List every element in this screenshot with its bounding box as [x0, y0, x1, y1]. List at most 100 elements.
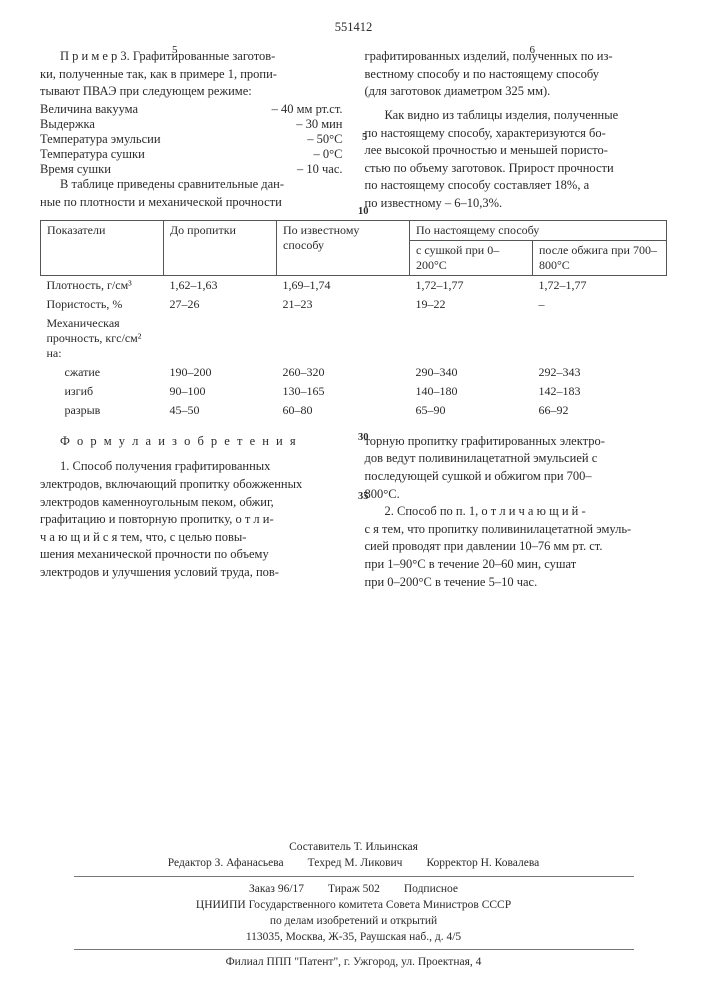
f-l6: шения механической прочности по объему — [40, 547, 343, 563]
cell: 1,72–1,77 — [533, 275, 667, 295]
footer: Составитель Т. Ильинская Редактор З. Афа… — [0, 839, 707, 970]
f-l4: графитацию и повторную пропитку, о т л и… — [40, 512, 343, 528]
cell: 260–320 — [277, 363, 410, 382]
f-l7: электродов и улучшения условий труда, по… — [40, 565, 343, 581]
footer-sign: Подписное — [404, 881, 458, 897]
cell: 27–26 — [164, 295, 277, 314]
footer-compiler: Составитель Т. Ильинская — [0, 839, 707, 855]
right-p1c: (для заготовок диаметром 325 мм). — [365, 84, 668, 100]
param-val: – 30 мин — [296, 117, 342, 132]
cell-label: Механическая прочность, кгс/см² на: — [41, 314, 164, 363]
table-row: Пористость, % 27–26 21–23 19–22 – — [41, 295, 667, 314]
formula-title: Ф о р м у л а и з о б р е т е н и я — [40, 434, 343, 450]
page: 551412 5 6 П р и м е р 3. Графитированны… — [0, 0, 707, 592]
formula-left: Ф о р м у л а и з о б р е т е н и я 1. С… — [40, 434, 343, 593]
param-label: Температура эмульсии — [40, 132, 307, 147]
left-p2a: В таблице приведены сравнительные дан- — [40, 177, 343, 193]
line-marker-30: 30 — [358, 432, 369, 443]
formula-columns: Ф о р м у л а и з о б р е т е н и я 1. С… — [40, 434, 667, 593]
footer-editor: Редактор З. Афанасьева — [168, 855, 284, 871]
right-p2b: по настоящему способу, характеризуются б… — [365, 126, 668, 142]
table-row: Механическая прочность, кгс/см² на: — [41, 314, 667, 363]
th-present: По настоящему способу — [410, 220, 667, 240]
f-l2: электродов, включающий пропитку обожженн… — [40, 477, 343, 493]
left-p1c: тывают ПВАЭ при следующем режиме: — [40, 84, 343, 100]
th-drying: с сушкой при 0–200°С — [410, 240, 533, 275]
cell-label: Пористость, % — [41, 295, 164, 314]
cell: 1,72–1,77 — [410, 275, 533, 295]
cell: 142–183 — [533, 382, 667, 401]
table-row: разрыв 45–50 60–80 65–90 66–92 — [41, 401, 667, 420]
f-l3: электродов каменноугольным пеком, обжиг, — [40, 495, 343, 511]
col-number-left: 5 — [172, 44, 178, 56]
param-label: Выдержка — [40, 117, 296, 132]
right-column: графитированных изделий, полученных по и… — [365, 49, 668, 214]
cell-label: изгиб — [41, 382, 164, 401]
f-r8: при 1–90°С в течение 20–60 мин, сушат — [365, 557, 668, 573]
cell: – — [533, 295, 667, 314]
line-marker-10: 10 — [358, 206, 369, 217]
left-p2b: ные по плотности и механической прочност… — [40, 195, 343, 211]
f-l1: 1. Способ получения графитированных — [40, 459, 343, 475]
cell: 290–340 — [410, 363, 533, 382]
cell: 19–22 — [410, 295, 533, 314]
cell: 90–100 — [164, 382, 277, 401]
cell: 1,69–1,74 — [277, 275, 410, 295]
cell: 140–180 — [410, 382, 533, 401]
cell: 66–92 — [533, 401, 667, 420]
th-before: До пропитки — [164, 220, 277, 275]
f-r1: торную пропитку графитированных электро- — [365, 434, 668, 450]
param-label: Температура сушки — [40, 147, 314, 162]
f-r3: последующей сушкой и обжигом при 700– — [365, 469, 668, 485]
f-r4: 800°С. — [365, 487, 668, 503]
param-label: Время сушки — [40, 162, 297, 177]
cell: 130–165 — [277, 382, 410, 401]
footer-addr1: 113035, Москва, Ж-35, Раушская наб., д. … — [0, 929, 707, 945]
right-p1b: вестному способу и по настоящему способу — [365, 67, 668, 83]
table-row: изгиб 90–100 130–165 140–180 142–183 — [41, 382, 667, 401]
th-indicators: Показатели — [41, 220, 164, 275]
cell-label: Плотность, г/см³ — [41, 275, 164, 295]
right-p2a: Как видно из таблицы изделия, полученные — [365, 108, 668, 124]
param-val: – 40 мм рт.ст. — [272, 102, 343, 117]
table-row: сжатие 190–200 260–320 290–340 292–343 — [41, 363, 667, 382]
right-p2c: лее высокой прочностью и меньшей пористо… — [365, 143, 668, 159]
col-number-right: 6 — [530, 44, 536, 56]
footer-corrector: Корректор Н. Ковалева — [426, 855, 539, 871]
footer-org2: по делам изобретений и открытий — [0, 913, 707, 929]
cell: 1,62–1,63 — [164, 275, 277, 295]
line-marker-5: 5 — [362, 132, 367, 143]
left-column: П р и м е р 3. Графитированные заготов- … — [40, 49, 343, 214]
th-known: По известному способу — [277, 220, 410, 275]
left-p1a: П р и м е р 3. Графитированные заготов- — [40, 49, 343, 65]
param-row-4: Время сушки– 10 час. — [40, 162, 343, 177]
left-p1b: ки, полученные так, как в примере 1, про… — [40, 67, 343, 83]
cell: 292–343 — [533, 363, 667, 382]
param-label: Величина вакуума — [40, 102, 272, 117]
th-firing: после обжига при 700–800°С — [533, 240, 667, 275]
param-row-2: Температура эмульсии– 50°С — [40, 132, 343, 147]
right-p2d: стью по объему заготовок. Прирост прочно… — [365, 161, 668, 177]
cell: 190–200 — [164, 363, 277, 382]
param-val: – 0°С — [314, 147, 343, 162]
data-table: Показатели До пропитки По известному спо… — [40, 220, 667, 420]
cell: 60–80 — [277, 401, 410, 420]
param-row-1: Выдержка– 30 мин — [40, 117, 343, 132]
f-l5: ч а ю щ и й с я тем, что, с целью повы- — [40, 530, 343, 546]
right-p2f: по известному – 6–10,3%. — [365, 196, 668, 212]
footer-order: Заказ 96/17 — [249, 881, 304, 897]
param-row-0: Величина вакуума– 40 мм рт.ст. — [40, 102, 343, 117]
f-r6: с я тем, что пропитку поливинилацетатной… — [365, 522, 668, 538]
right-p2e: по настоящему способу составляет 18%, а — [365, 178, 668, 194]
right-p1a: графитированных изделий, полученных по и… — [365, 49, 668, 65]
param-val: – 10 час. — [297, 162, 343, 177]
footer-tech: Техред М. Ликович — [308, 855, 403, 871]
cell-label: сжатие — [41, 363, 164, 382]
f-r9: при 0–200°С в течение 5–10 час. — [365, 575, 668, 591]
footer-org1: ЦНИИПИ Государственного комитета Совета … — [0, 897, 707, 913]
top-columns: П р и м е р 3. Графитированные заготов- … — [40, 49, 667, 214]
param-row-3: Температура сушки– 0°С — [40, 147, 343, 162]
line-marker-35: 35 — [358, 491, 369, 502]
table-row: Плотность, г/см³ 1,62–1,63 1,69–1,74 1,7… — [41, 275, 667, 295]
cell: 21–23 — [277, 295, 410, 314]
